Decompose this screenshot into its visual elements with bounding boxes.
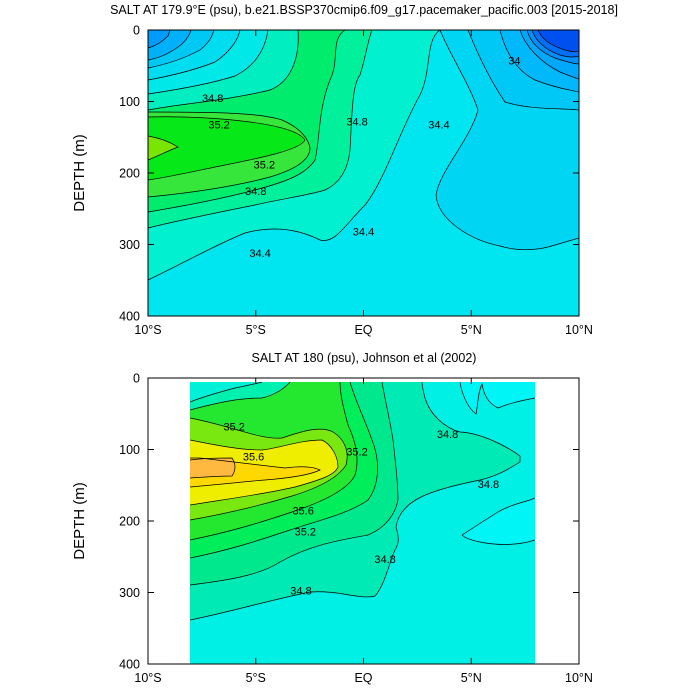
bottom-contour-label: 34.8 bbox=[437, 429, 458, 441]
top-y-tick-label: 0 bbox=[133, 24, 140, 38]
top-y-tick-label: 200 bbox=[119, 167, 140, 181]
bottom-y-axis-label: DEPTH (m) bbox=[71, 482, 88, 560]
top-contour-label: 34 bbox=[508, 56, 520, 68]
bottom-contour-label: 35.2 bbox=[295, 527, 316, 539]
top-x-tick-label: 5°N bbox=[461, 323, 482, 337]
top-x-tick-label: EQ bbox=[354, 323, 372, 337]
bottom-y-tick-label: 200 bbox=[119, 515, 140, 529]
bottom-contour-label: 35.2 bbox=[223, 422, 244, 434]
bottom-contour-label: 35.6 bbox=[292, 505, 313, 517]
bottom-x-tick-label: 10°N bbox=[565, 671, 593, 685]
bottom-contour-labels: 35.2 35.6 35.2 35.6 35.2 34.8 34.8 34.8 34.8 bbox=[223, 422, 499, 598]
top-y-tick-label: 400 bbox=[119, 310, 140, 324]
top-contour-label: 34.4 bbox=[428, 119, 449, 131]
bottom-x-tick-label: 5°N bbox=[461, 671, 482, 685]
top-x-tick-label: 5°S bbox=[246, 323, 266, 337]
bottom-y-tick-label: 400 bbox=[119, 658, 140, 672]
top-axes: 10°S 5°S EQ 5°N 10°N 0 100 200 300 400 bbox=[119, 24, 593, 338]
top-contour-label: 34.8 bbox=[346, 117, 367, 129]
bottom-x-tick-label: 5°S bbox=[246, 671, 266, 685]
bottom-contour-fill bbox=[190, 382, 535, 664]
top-x-tick-label: 10°S bbox=[134, 323, 161, 337]
bottom-axes: 10°S 5°S EQ 5°N 10°N 0 100 200 300 400 bbox=[119, 372, 593, 686]
bottom-y-tick-label: 0 bbox=[133, 372, 140, 386]
top-y-tick-label: 300 bbox=[119, 238, 140, 252]
top-y-axis-label: DEPTH (m) bbox=[71, 134, 88, 212]
top-y-tick-label: 100 bbox=[119, 95, 140, 109]
bottom-panel-title: SALT AT 180 (psu), Johnson et al (2002) bbox=[252, 351, 477, 365]
top-contour-label: 35.2 bbox=[208, 119, 229, 131]
top-contour-labels: 34.8 35.2 34.8 35.2 34.8 34.4 34.4 34.4 34 bbox=[202, 56, 521, 260]
bottom-x-tick-label: 10°S bbox=[134, 671, 161, 685]
top-x-tick-label: 10°N bbox=[565, 323, 593, 337]
bottom-x-tick-label: EQ bbox=[354, 671, 372, 685]
top-contour-label: 34.4 bbox=[249, 248, 270, 260]
bottom-y-tick-label: 300 bbox=[119, 586, 140, 600]
top-contour-label: 35.2 bbox=[254, 159, 275, 171]
bottom-contour-label: 35.2 bbox=[346, 447, 367, 459]
top-contour-label: 34.4 bbox=[353, 227, 374, 239]
top-panel-title: SALT AT 179.9°E (psu), b.e21.BSSP370cmip… bbox=[110, 3, 618, 17]
bottom-contour-lines bbox=[190, 382, 535, 621]
bottom-contour-label: 34.8 bbox=[374, 554, 395, 566]
top-contour-fill bbox=[148, 30, 579, 316]
bottom-contour-label: 34.8 bbox=[290, 585, 311, 597]
bottom-contour-label: 34.8 bbox=[478, 479, 499, 491]
bottom-y-tick-label: 100 bbox=[119, 443, 140, 457]
top-contour-label: 34.8 bbox=[245, 186, 266, 198]
top-contour-lines bbox=[148, 30, 579, 281]
bottom-contour-label: 35.6 bbox=[243, 452, 264, 464]
top-contour-label: 34.8 bbox=[202, 93, 223, 105]
